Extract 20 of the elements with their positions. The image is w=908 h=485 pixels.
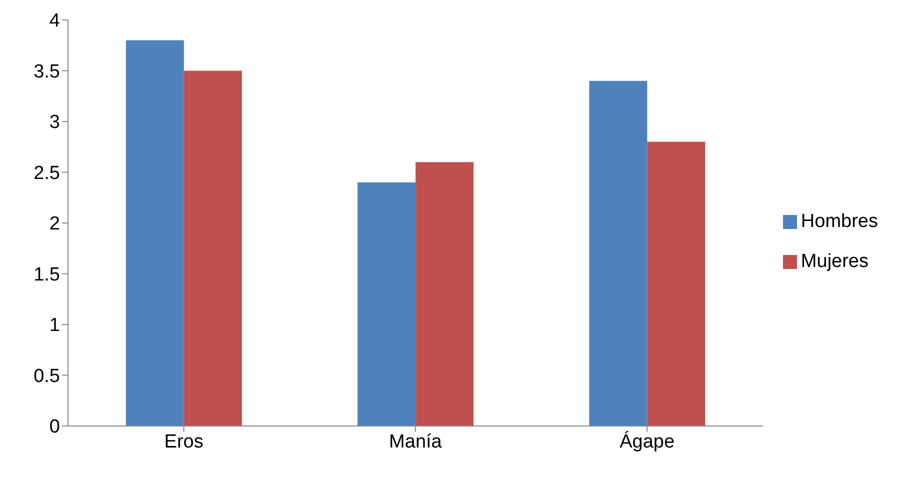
y-tick-label: 1.5	[34, 264, 60, 286]
legend-label: Mujeres	[800, 251, 868, 272]
bar	[126, 40, 184, 426]
y-tick-label: 2.5	[34, 162, 60, 184]
y-tick-label: 3.5	[34, 61, 60, 82]
y-tick-label: 0	[49, 416, 60, 438]
y-tick-label: 0.5	[34, 366, 60, 387]
x-tick-label: Eros	[164, 431, 204, 452]
bar	[184, 70, 242, 426]
bar	[358, 182, 416, 426]
bar	[416, 162, 474, 426]
bar	[647, 142, 706, 426]
legend-label: Hombres	[800, 211, 878, 232]
x-tick-label: Ágape	[620, 430, 675, 452]
y-tick-label: 2	[49, 214, 60, 235]
x-tick-label: Manía	[389, 431, 442, 452]
y-tick-label: 1	[49, 315, 60, 336]
y-tick-label: 3	[49, 112, 60, 134]
y-tick-label: 4	[49, 10, 60, 32]
bar	[589, 80, 648, 426]
